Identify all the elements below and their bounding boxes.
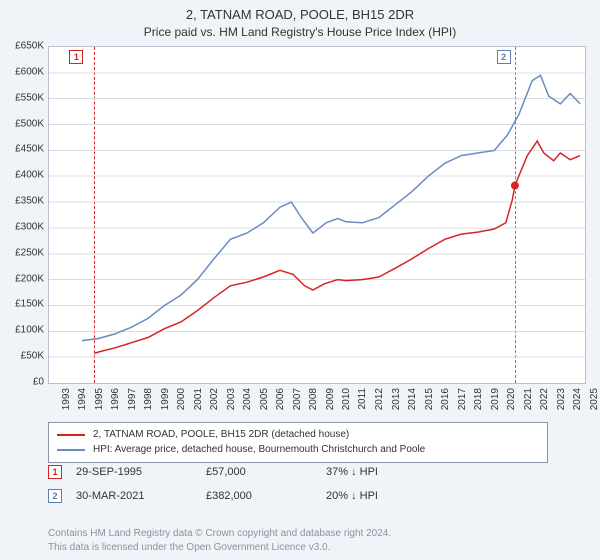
transaction-row: 1 29-SEP-1995 £57,000 37% ↓ HPI xyxy=(48,465,378,479)
marker-badge: 1 xyxy=(69,50,83,64)
x-tick-label: 2005 xyxy=(259,388,270,410)
x-tick-label: 2025 xyxy=(589,388,600,410)
x-tick-label: 2009 xyxy=(325,388,336,410)
x-tick-label: 2020 xyxy=(506,388,517,410)
x-tick-label: 2024 xyxy=(572,388,583,410)
y-tick-label: £0 xyxy=(2,377,44,388)
x-tick-label: 1998 xyxy=(143,388,154,410)
y-tick-label: £350K xyxy=(2,196,44,207)
y-tick-label: £250K xyxy=(2,247,44,258)
x-tick-label: 1999 xyxy=(160,388,171,410)
y-tick-label: £400K xyxy=(2,170,44,181)
x-tick-label: 2023 xyxy=(556,388,567,410)
legend-swatch-blue xyxy=(57,449,85,451)
footer-line: This data is licensed under the Open Gov… xyxy=(48,541,568,555)
x-tick-label: 2010 xyxy=(341,388,352,410)
legend-label: 2, TATNAM ROAD, POOLE, BH15 2DR (detache… xyxy=(93,427,349,442)
x-tick-label: 2018 xyxy=(473,388,484,410)
y-tick-label: £600K xyxy=(2,66,44,77)
y-tick-label: £500K xyxy=(2,118,44,129)
x-tick-label: 2021 xyxy=(523,388,534,410)
y-tick-label: £550K xyxy=(2,92,44,103)
x-tick-label: 2007 xyxy=(292,388,303,410)
x-tick-label: 2015 xyxy=(424,388,435,410)
y-tick-label: £650K xyxy=(2,41,44,52)
x-tick-label: 2012 xyxy=(374,388,385,410)
x-tick-label: 2014 xyxy=(407,388,418,410)
y-tick-label: £200K xyxy=(2,273,44,284)
marker-badge-2: 2 xyxy=(48,489,62,503)
x-tick-label: 2001 xyxy=(193,388,204,410)
x-tick-label: 2006 xyxy=(275,388,286,410)
x-tick-label: 2017 xyxy=(457,388,468,410)
x-tick-label: 1997 xyxy=(127,388,138,410)
x-tick-label: 2016 xyxy=(440,388,451,410)
legend-row: HPI: Average price, detached house, Bour… xyxy=(57,442,539,457)
y-tick-label: £150K xyxy=(2,299,44,310)
txn-price: £382,000 xyxy=(206,490,326,502)
chart-title: 2, TATNAM ROAD, POOLE, BH15 2DR xyxy=(0,0,600,24)
y-tick-label: £300K xyxy=(2,221,44,232)
x-tick-label: 1995 xyxy=(94,388,105,410)
txn-delta: 20% ↓ HPI xyxy=(326,490,378,502)
chart-subtitle: Price paid vs. HM Land Registry's House … xyxy=(0,24,600,39)
txn-delta: 37% ↓ HPI xyxy=(326,466,378,478)
x-tick-label: 1996 xyxy=(110,388,121,410)
legend-label: HPI: Average price, detached house, Bour… xyxy=(93,442,425,457)
x-tick-label: 2004 xyxy=(242,388,253,410)
marker-badge-1: 1 xyxy=(48,465,62,479)
txn-date: 30-MAR-2021 xyxy=(76,490,206,502)
footer-line: Contains HM Land Registry data © Crown c… xyxy=(48,527,568,541)
x-tick-label: 2013 xyxy=(391,388,402,410)
y-tick-label: £50K xyxy=(2,351,44,362)
footer: Contains HM Land Registry data © Crown c… xyxy=(48,527,568,554)
transaction-row: 2 30-MAR-2021 £382,000 20% ↓ HPI xyxy=(48,489,378,503)
chart-container: 2, TATNAM ROAD, POOLE, BH15 2DR Price pa… xyxy=(0,0,600,560)
y-tick-label: £450K xyxy=(2,144,44,155)
legend-row: 2, TATNAM ROAD, POOLE, BH15 2DR (detache… xyxy=(57,427,539,442)
x-tick-label: 2008 xyxy=(308,388,319,410)
y-tick-label: £100K xyxy=(2,325,44,336)
x-tick-label: 2000 xyxy=(176,388,187,410)
plot-area xyxy=(48,46,586,384)
marker-badge: 2 xyxy=(497,50,511,64)
txn-price: £57,000 xyxy=(206,466,326,478)
x-tick-label: 2002 xyxy=(209,388,220,410)
x-tick-label: 2003 xyxy=(226,388,237,410)
x-tick-label: 2019 xyxy=(490,388,501,410)
legend-swatch-red xyxy=(57,434,85,436)
legend: 2, TATNAM ROAD, POOLE, BH15 2DR (detache… xyxy=(48,422,548,463)
x-tick-label: 2011 xyxy=(357,388,368,410)
x-tick-label: 1994 xyxy=(77,388,88,410)
txn-date: 29-SEP-1995 xyxy=(76,466,206,478)
x-tick-label: 1993 xyxy=(61,388,72,410)
x-tick-label: 2022 xyxy=(539,388,550,410)
